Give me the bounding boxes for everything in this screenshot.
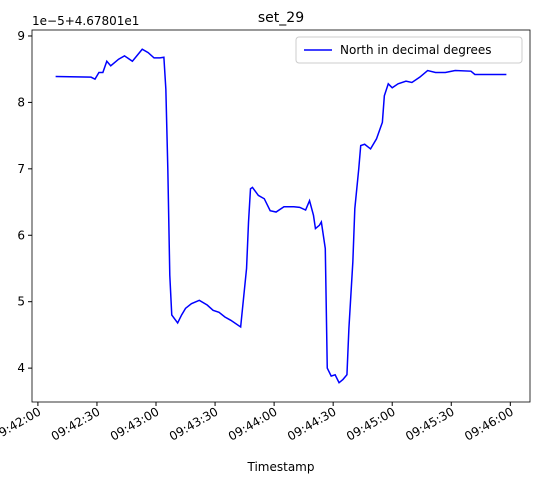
legend-box xyxy=(295,36,523,64)
y-tick-label: 4 xyxy=(17,361,25,375)
chart-title: set_29 xyxy=(258,10,304,26)
y-tick-label: 5 xyxy=(17,295,25,309)
x-tick-label: 09:44:00 xyxy=(226,404,280,443)
x-tick-label: 09:45:30 xyxy=(403,404,457,443)
y-tick-label: 6 xyxy=(17,228,25,242)
x-tick-label: 09:45:00 xyxy=(344,404,398,443)
x-tick-label: 09:42:30 xyxy=(49,404,103,443)
y-tick-label: 7 xyxy=(17,162,25,176)
x-tick-label: 09:46:00 xyxy=(462,404,516,443)
x-tick-label: 09:42:00 xyxy=(0,404,43,443)
legend-label: North in decimal degrees xyxy=(340,43,492,57)
y-offset-text: 1e−5+4.67801e1 xyxy=(32,14,139,28)
line-series xyxy=(55,48,507,384)
y-tick-label: 8 xyxy=(17,95,25,109)
x-tick-label: 09:43:30 xyxy=(167,404,221,443)
x-tick-label: 09:43:00 xyxy=(108,404,162,443)
y-tick-label: 9 xyxy=(17,29,25,43)
x-axis-label: Timestamp xyxy=(247,460,315,474)
x-tick-label: 09:44:30 xyxy=(285,404,339,443)
axes-frame xyxy=(31,29,531,403)
